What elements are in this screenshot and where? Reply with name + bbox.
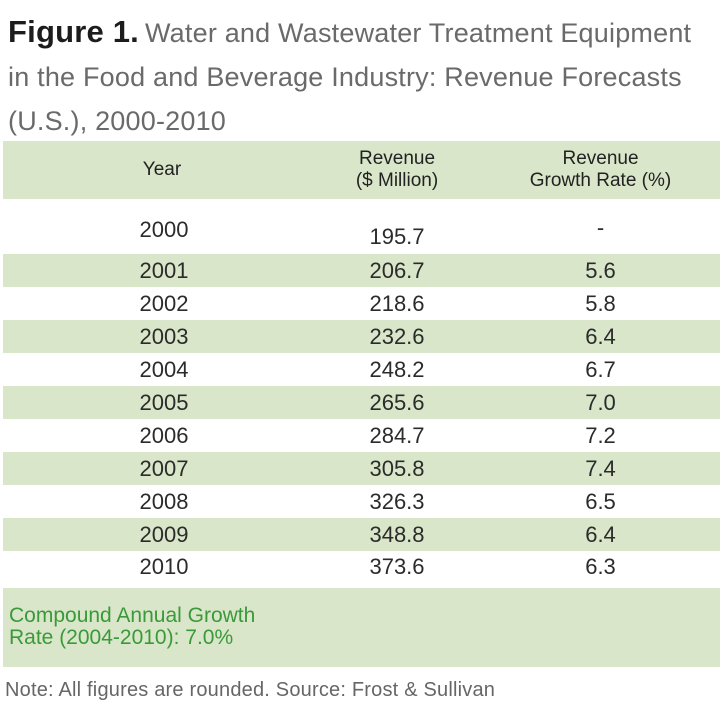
table-row: 2009 348.8 6.4 (3, 518, 720, 551)
year-cell: 2006 (139, 422, 189, 448)
table-body: 2000 195.7 - 2001 206.7 5.6 2002 218.6 5.8 2003 23… (3, 199, 720, 582)
revenue-cell: 218.6 (369, 290, 425, 316)
revenue-cell: 248.2 (369, 356, 425, 382)
revenue-table: Year Revenue ($ Million) Revenue Growth … (3, 141, 720, 582)
year-cell: 2003 (3, 320, 313, 353)
growth-cell: 5.6 (481, 254, 720, 287)
revenue-cell: 195.7 (369, 224, 425, 249)
table-row: 2000 195.7 - (3, 199, 720, 254)
revenue-cell: 326.3 (369, 488, 425, 514)
table-row: 2006 284.7 7.2 (3, 419, 720, 452)
table-row: 2004 248.2 6.7 (3, 353, 720, 386)
growth-cell: 6.3 (585, 553, 616, 579)
table-row: 2005 265.6 7.0 (3, 386, 720, 419)
cagr-box: Compound Annual Growth Rate (2004-2010):… (3, 588, 720, 667)
year-cell: 2008 (139, 488, 189, 514)
growth-cell: 7.4 (481, 452, 720, 485)
table-header-row: Year Revenue ($ Million) Revenue Growth … (3, 141, 720, 199)
header-revenue-line1: Revenue (358, 148, 436, 169)
table-row: 2008 326.3 6.5 (3, 485, 720, 518)
header-revenue: Revenue ($ Million) (313, 141, 481, 199)
revenue-cell: 232.6 (313, 320, 481, 353)
header-year: Year (3, 141, 313, 199)
year-cell: 2002 (139, 290, 189, 316)
year-cell: 2010 (139, 553, 189, 579)
figure-title-text: Water and Wastewater Treatment Equipment… (8, 18, 692, 136)
table-row: 2002 218.6 5.8 (3, 287, 720, 320)
growth-cell: 6.4 (481, 320, 720, 353)
revenue-cell: 265.6 (313, 386, 481, 419)
cagr-line1: Compound Annual Growth (9, 604, 256, 627)
year-cell: 2005 (3, 386, 313, 419)
year-cell: 2000 (139, 217, 189, 242)
header-growth-line1: Revenue (562, 148, 639, 169)
growth-cell: 5.8 (585, 290, 616, 316)
growth-cell: - (596, 215, 605, 240)
header-growth: Revenue Growth Rate (%) (481, 141, 720, 199)
revenue-cell: 284.7 (369, 422, 425, 448)
source-note: Note: All figures are rounded. Source: F… (5, 679, 496, 701)
growth-cell: 7.0 (481, 386, 720, 419)
cagr-line2: Rate (2004-2010): 7.0% (9, 626, 234, 649)
table-row: 2003 232.6 6.4 (3, 320, 720, 353)
revenue-cell: 206.7 (313, 254, 481, 287)
revenue-cell: 305.8 (313, 452, 481, 485)
table-row: 2007 305.8 7.4 (3, 452, 720, 485)
table-row: 2001 206.7 5.6 (3, 254, 720, 287)
revenue-cell: 373.6 (369, 553, 425, 579)
figure-label: Figure 1. (8, 14, 139, 49)
growth-cell: 6.4 (481, 518, 720, 551)
header-revenue-line2: ($ Million) (355, 170, 439, 191)
header-growth-line2: Growth Rate (%) (529, 170, 672, 191)
year-cell: 2001 (3, 254, 313, 287)
year-cell: 2004 (139, 356, 189, 382)
growth-cell: 7.2 (585, 422, 616, 448)
year-cell: 2007 (3, 452, 313, 485)
figure-title: Figure 1. Water and Wastewater Treatment … (8, 10, 714, 143)
year-cell: 2009 (3, 518, 313, 551)
revenue-cell: 348.8 (313, 518, 481, 551)
growth-cell: 6.5 (585, 488, 616, 514)
table-row: 2010 373.6 6.3 (3, 551, 720, 582)
growth-cell: 6.7 (585, 356, 616, 382)
